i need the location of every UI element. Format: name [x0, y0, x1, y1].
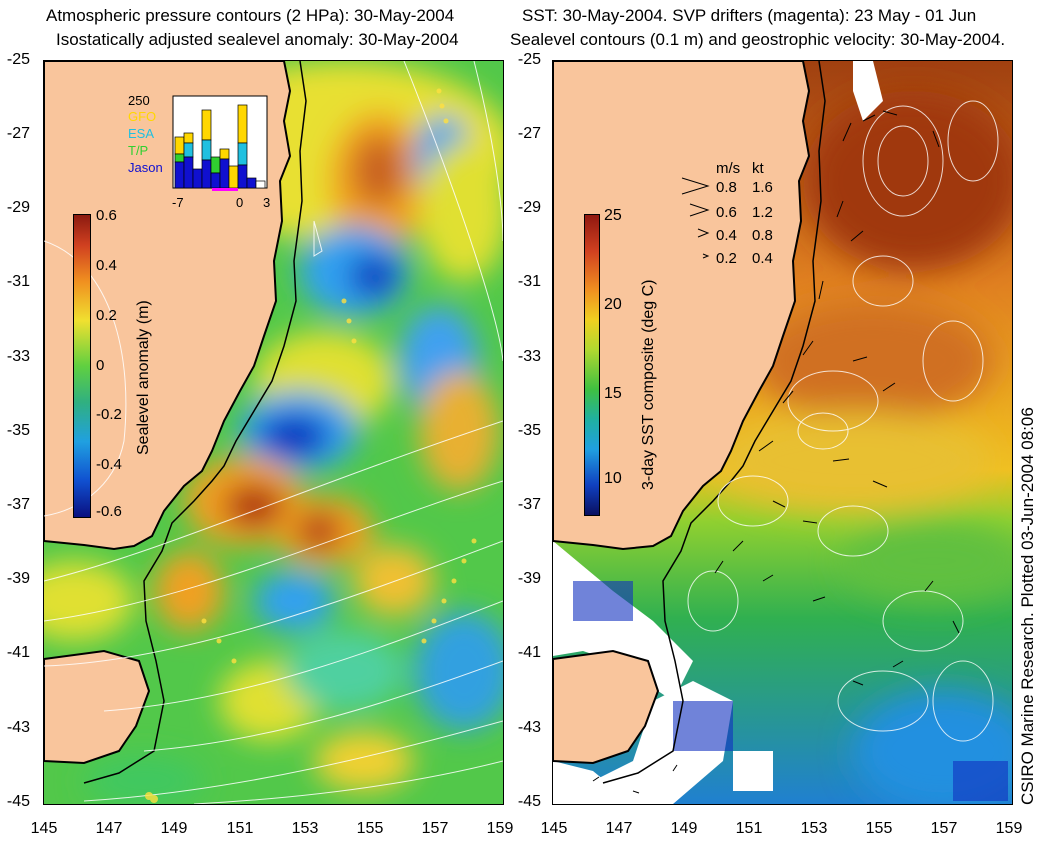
sst-map-svg: [553, 61, 1012, 804]
lon-tick: 147: [95, 820, 123, 837]
lat-tick: -27: [6, 125, 30, 142]
inset-bars: [172, 95, 268, 191]
velocity-row-kt: 1.6: [752, 179, 773, 196]
lat-tick: -31: [6, 273, 30, 290]
lat-tick: -35: [517, 422, 541, 439]
lon-tick: 159: [995, 820, 1023, 837]
sst-colorbar-label: 3-day SST composite (deg C): [640, 279, 657, 490]
lat-tick: -41: [6, 644, 30, 661]
lat-tick: -27: [517, 125, 541, 142]
lon-tick: 155: [356, 820, 384, 837]
lon-tick: 157: [421, 820, 449, 837]
right-title-line1: SST: 30-May-2004. SVP drifters (magenta)…: [522, 6, 977, 25]
velocity-row-kt: 0.4: [752, 250, 773, 267]
colorbar-tick: 0.2: [96, 307, 117, 324]
lat-tick: -33: [517, 348, 541, 365]
lat-tick: -29: [517, 199, 541, 216]
tasmania-land: [553, 649, 660, 765]
inset-xtick: 0: [236, 195, 244, 210]
lat-tick: -45: [6, 793, 30, 810]
velocity-header-kt: kt: [752, 160, 764, 177]
velocity-header-ms: m/s: [716, 160, 741, 177]
lat-tick: -33: [6, 348, 30, 365]
inset-ymax: 250: [128, 93, 150, 108]
lat-tick: -25: [517, 51, 541, 68]
sst-colorbar-tick: 10: [604, 470, 622, 487]
velocity-row-ms: 0.2: [716, 250, 737, 267]
velocity-row-ms: 0.4: [716, 227, 737, 244]
lat-tick: -29: [6, 199, 30, 216]
lon-tick: 145: [30, 820, 58, 837]
velocity-legend: m/s kt 0.8 1.6 0.6 1.2 0.4 0.8 0.2 0.4: [680, 160, 790, 270]
sealevel-colorbar-label: Sealevel anomaly (m): [135, 300, 152, 455]
lat-tick: -45: [517, 793, 541, 810]
right-title-line2: Sealevel contours (0.1 m) and geostrophi…: [510, 30, 1006, 49]
lat-tick: -41: [517, 644, 541, 661]
inset-legend-esa: ESA: [128, 126, 155, 141]
sst-colorbar-tick: 15: [604, 385, 622, 402]
lat-tick: -31: [517, 273, 541, 290]
lon-tick: 151: [735, 820, 763, 837]
velocity-row-ms: 0.8: [716, 179, 737, 196]
lat-tick: -35: [6, 422, 30, 439]
lon-tick: 153: [800, 820, 828, 837]
tasmania-land: [44, 649, 151, 765]
colorbar-tick: 0: [96, 357, 105, 374]
lat-tick: -37: [517, 496, 541, 513]
velocity-row-ms: 0.6: [716, 204, 737, 221]
lon-tick: 153: [291, 820, 319, 837]
lat-tick: -37: [6, 496, 30, 513]
lat-tick: -39: [517, 570, 541, 587]
lon-tick: 149: [160, 820, 188, 837]
lat-tick: -39: [6, 570, 30, 587]
inset-legend-gfo: GFO: [128, 109, 157, 124]
sst-colorbar-tick: 20: [604, 296, 622, 313]
velocity-row-kt: 1.2: [752, 204, 773, 221]
left-title-line2: Isostatically adjusted sealevel anomaly:…: [56, 30, 459, 49]
inset-legend-tp: T/P: [128, 143, 149, 158]
lat-tick: -43: [6, 719, 30, 736]
credit-text: CSIRO Marine Research. Plotted 03-Jun-20…: [1018, 407, 1037, 805]
colorbar-tick: -0.4: [96, 456, 122, 473]
inset-legend-jason: Jason: [128, 160, 163, 175]
velocity-arrows: [681, 177, 710, 259]
lon-tick: 151: [226, 820, 254, 837]
velocity-row-kt: 0.8: [752, 227, 773, 244]
colorbar-tick: -0.2: [96, 406, 122, 423]
colorbar-tick: 0.4: [96, 257, 117, 274]
colorbar-tick: 0.6: [96, 207, 117, 224]
sst-colorbar: [584, 214, 600, 516]
lon-tick: 149: [670, 820, 698, 837]
lon-tick: 157: [930, 820, 958, 837]
lat-tick: -43: [517, 719, 541, 736]
inset-xtick: -7: [172, 195, 184, 210]
lon-tick: 155: [865, 820, 893, 837]
sealevel-colorbar: [73, 214, 91, 518]
inset-xtick: 3: [263, 195, 271, 210]
australia-land: [553, 61, 811, 551]
sst-map: [552, 60, 1013, 805]
colorbar-tick: -0.6: [96, 503, 122, 520]
altimeter-inset: 250 GFO ESA T/P Jason -7 0 3: [128, 93, 278, 213]
lon-tick: 147: [605, 820, 633, 837]
left-title-line1: Atmospheric pressure contours (2 HPa): 3…: [46, 6, 455, 25]
lon-tick: 159: [486, 820, 514, 837]
lat-tick: -25: [6, 51, 30, 68]
lon-tick: 145: [540, 820, 568, 837]
sst-colorbar-tick: 25: [604, 207, 622, 224]
